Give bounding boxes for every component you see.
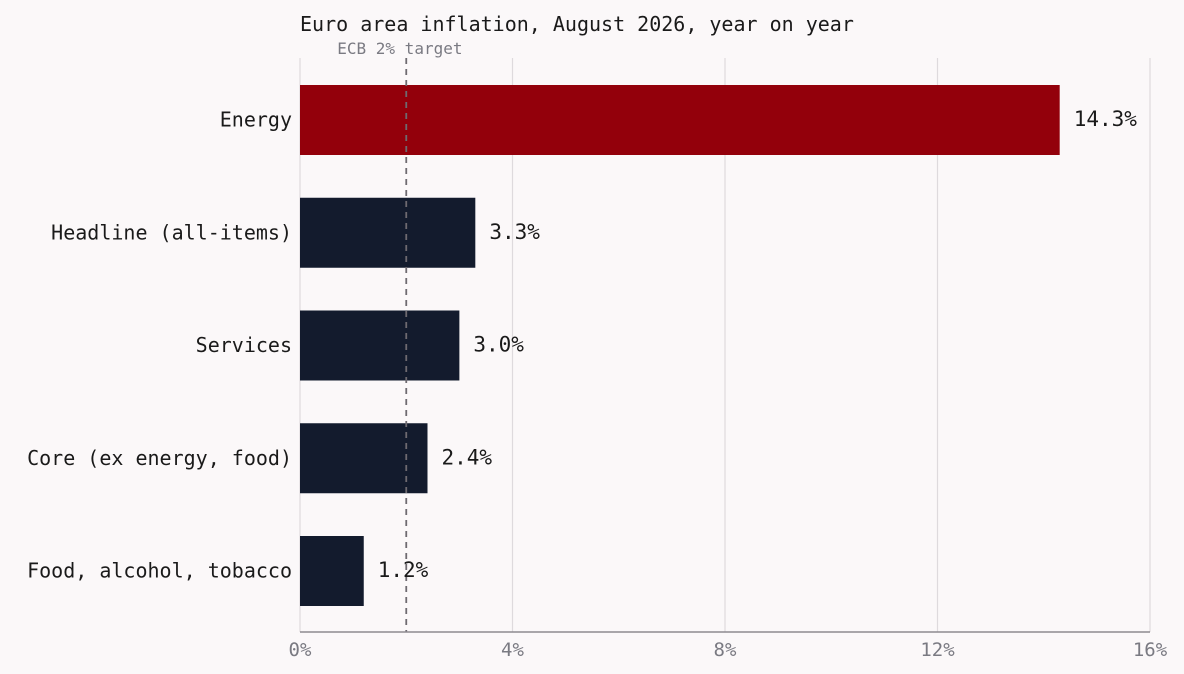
labels: Energy 14.3% Headline (all-items) 3.3% Servi… xyxy=(27,107,1137,583)
value-label-2: 3.0% xyxy=(473,333,524,357)
bars xyxy=(300,85,1060,606)
chart-title: Euro area inflation, August 2026, year o… xyxy=(300,12,854,36)
value-label-4: 1.2% xyxy=(378,558,429,582)
reference-line-group: ECB 2% target xyxy=(337,39,462,632)
value-label-1: 3.3% xyxy=(489,220,540,244)
value-label-3: 2.4% xyxy=(442,445,493,469)
x-tick-label-1: 4% xyxy=(501,639,524,661)
x-tick-label-3: 12% xyxy=(920,639,955,661)
category-label-0: Energy xyxy=(220,108,292,132)
x-axis: 0% 4% 8% 12% 16% xyxy=(289,631,1168,661)
category-label-1: Headline (all-items) xyxy=(51,220,292,244)
bar-0 xyxy=(300,85,1060,155)
value-label-0: 14.3% xyxy=(1074,107,1138,131)
category-label-4: Food, alcohol, tobacco xyxy=(27,559,292,583)
bar-2 xyxy=(300,310,460,381)
reference-line-label: ECB 2% target xyxy=(337,39,462,58)
bar-1 xyxy=(300,197,476,268)
category-label-2: Services xyxy=(196,333,292,357)
x-tick-label-0: 0% xyxy=(289,639,312,661)
x-tick-label-4: 16% xyxy=(1133,639,1168,661)
bar-3 xyxy=(300,423,428,494)
category-label-3: Core (ex energy, food) xyxy=(27,446,292,470)
bar-4 xyxy=(300,536,364,606)
x-tick-label-2: 8% xyxy=(714,639,737,661)
